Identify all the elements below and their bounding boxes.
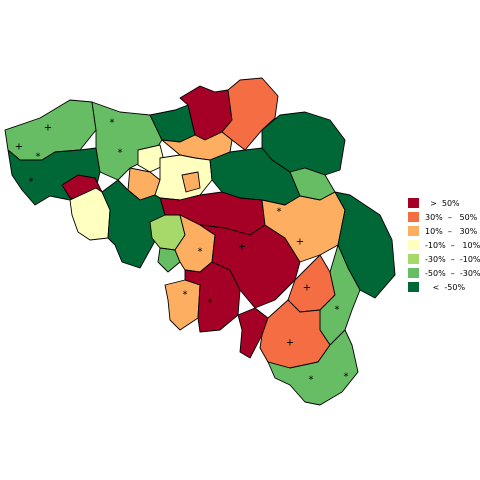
legend-item: > 50% <box>408 196 480 210</box>
legend-item: < -50% <box>408 280 480 294</box>
region-namur <box>199 224 301 309</box>
marker-layer: + + * * * * * * * + * + + + * * * <box>15 118 349 386</box>
legend-label: -10% – 10% <box>425 240 480 250</box>
region-marker: * <box>208 298 213 309</box>
region-ghent <box>137 144 166 173</box>
region-marker: + <box>296 237 304 248</box>
region-marche <box>259 299 331 369</box>
region-marker: + <box>238 242 246 253</box>
region-marker: * <box>36 152 41 163</box>
region-marker: * <box>118 148 123 159</box>
region-marker: + <box>44 123 52 134</box>
region-dinant <box>237 307 269 359</box>
legend-item: -30% – -10% <box>408 252 480 266</box>
legend-label: < -50% <box>425 282 466 292</box>
legend-swatch <box>408 212 419 222</box>
legend: > 50% 30% – 50% 10% – 30% -10% – 10% -30% – … <box>408 196 480 294</box>
region-marker: * <box>110 118 115 129</box>
legend-item: -10% – 10% <box>408 238 480 252</box>
legend-label: -50% – -30% <box>425 268 480 278</box>
legend-label: 30% – 50% <box>425 212 478 222</box>
legend-label: 10% – 30% <box>425 226 478 236</box>
region-marker: * <box>183 290 188 301</box>
region-marker: * <box>198 247 203 258</box>
region-marker: * <box>29 177 34 188</box>
legend-label: > 50% <box>425 198 460 208</box>
region-charleroi <box>184 261 241 333</box>
legend-swatch <box>408 198 419 208</box>
region-namur-west <box>164 279 201 331</box>
legend-swatch <box>408 282 419 292</box>
region-marker: * <box>309 375 314 386</box>
region-leuven <box>181 171 201 193</box>
legend-label: -30% – -10% <box>425 254 480 264</box>
region-marker: * <box>277 207 282 218</box>
legend-item: 10% – 30% <box>408 224 480 238</box>
region-marker: * <box>335 305 340 316</box>
region-marker: + <box>286 338 294 349</box>
region-marker: + <box>15 142 23 153</box>
legend-swatch <box>408 226 419 236</box>
region-marker: + <box>303 283 311 294</box>
region-marker: * <box>344 372 349 383</box>
regions-layer <box>4 77 396 406</box>
legend-swatch <box>408 254 419 264</box>
legend-item: 30% – 50% <box>408 210 480 224</box>
region-luxembourg <box>267 329 359 406</box>
legend-swatch <box>408 240 419 250</box>
legend-swatch <box>408 268 419 278</box>
legend-item: -50% – -30% <box>408 266 480 280</box>
region-charleroi-north <box>157 247 181 273</box>
